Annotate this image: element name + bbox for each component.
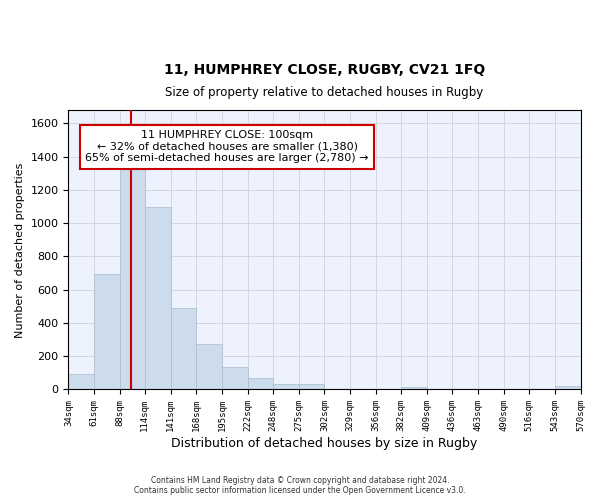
Text: Contains HM Land Registry data © Crown copyright and database right 2024.
Contai: Contains HM Land Registry data © Crown c…	[134, 476, 466, 495]
Bar	[401, 387, 427, 390]
Y-axis label: Number of detached properties: Number of detached properties	[15, 162, 25, 338]
Bar	[273, 384, 299, 390]
Bar	[299, 384, 325, 390]
Text: Size of property relative to detached houses in Rugby: Size of property relative to detached ho…	[166, 86, 484, 99]
Bar	[555, 386, 581, 390]
Text: 11 HUMPHREY CLOSE: 100sqm
← 32% of detached houses are smaller (1,380)
65% of se: 11 HUMPHREY CLOSE: 100sqm ← 32% of detac…	[85, 130, 369, 164]
Bar	[222, 367, 248, 390]
Text: 11, HUMPHREY CLOSE, RUGBY, CV21 1FQ: 11, HUMPHREY CLOSE, RUGBY, CV21 1FQ	[164, 62, 485, 76]
Bar	[145, 208, 170, 390]
Bar	[68, 374, 94, 390]
Bar	[94, 274, 120, 390]
X-axis label: Distribution of detached houses by size in Rugby: Distribution of detached houses by size …	[172, 437, 478, 450]
Bar	[196, 344, 222, 390]
Bar	[170, 308, 196, 390]
Bar	[120, 168, 145, 390]
Bar	[248, 378, 273, 390]
